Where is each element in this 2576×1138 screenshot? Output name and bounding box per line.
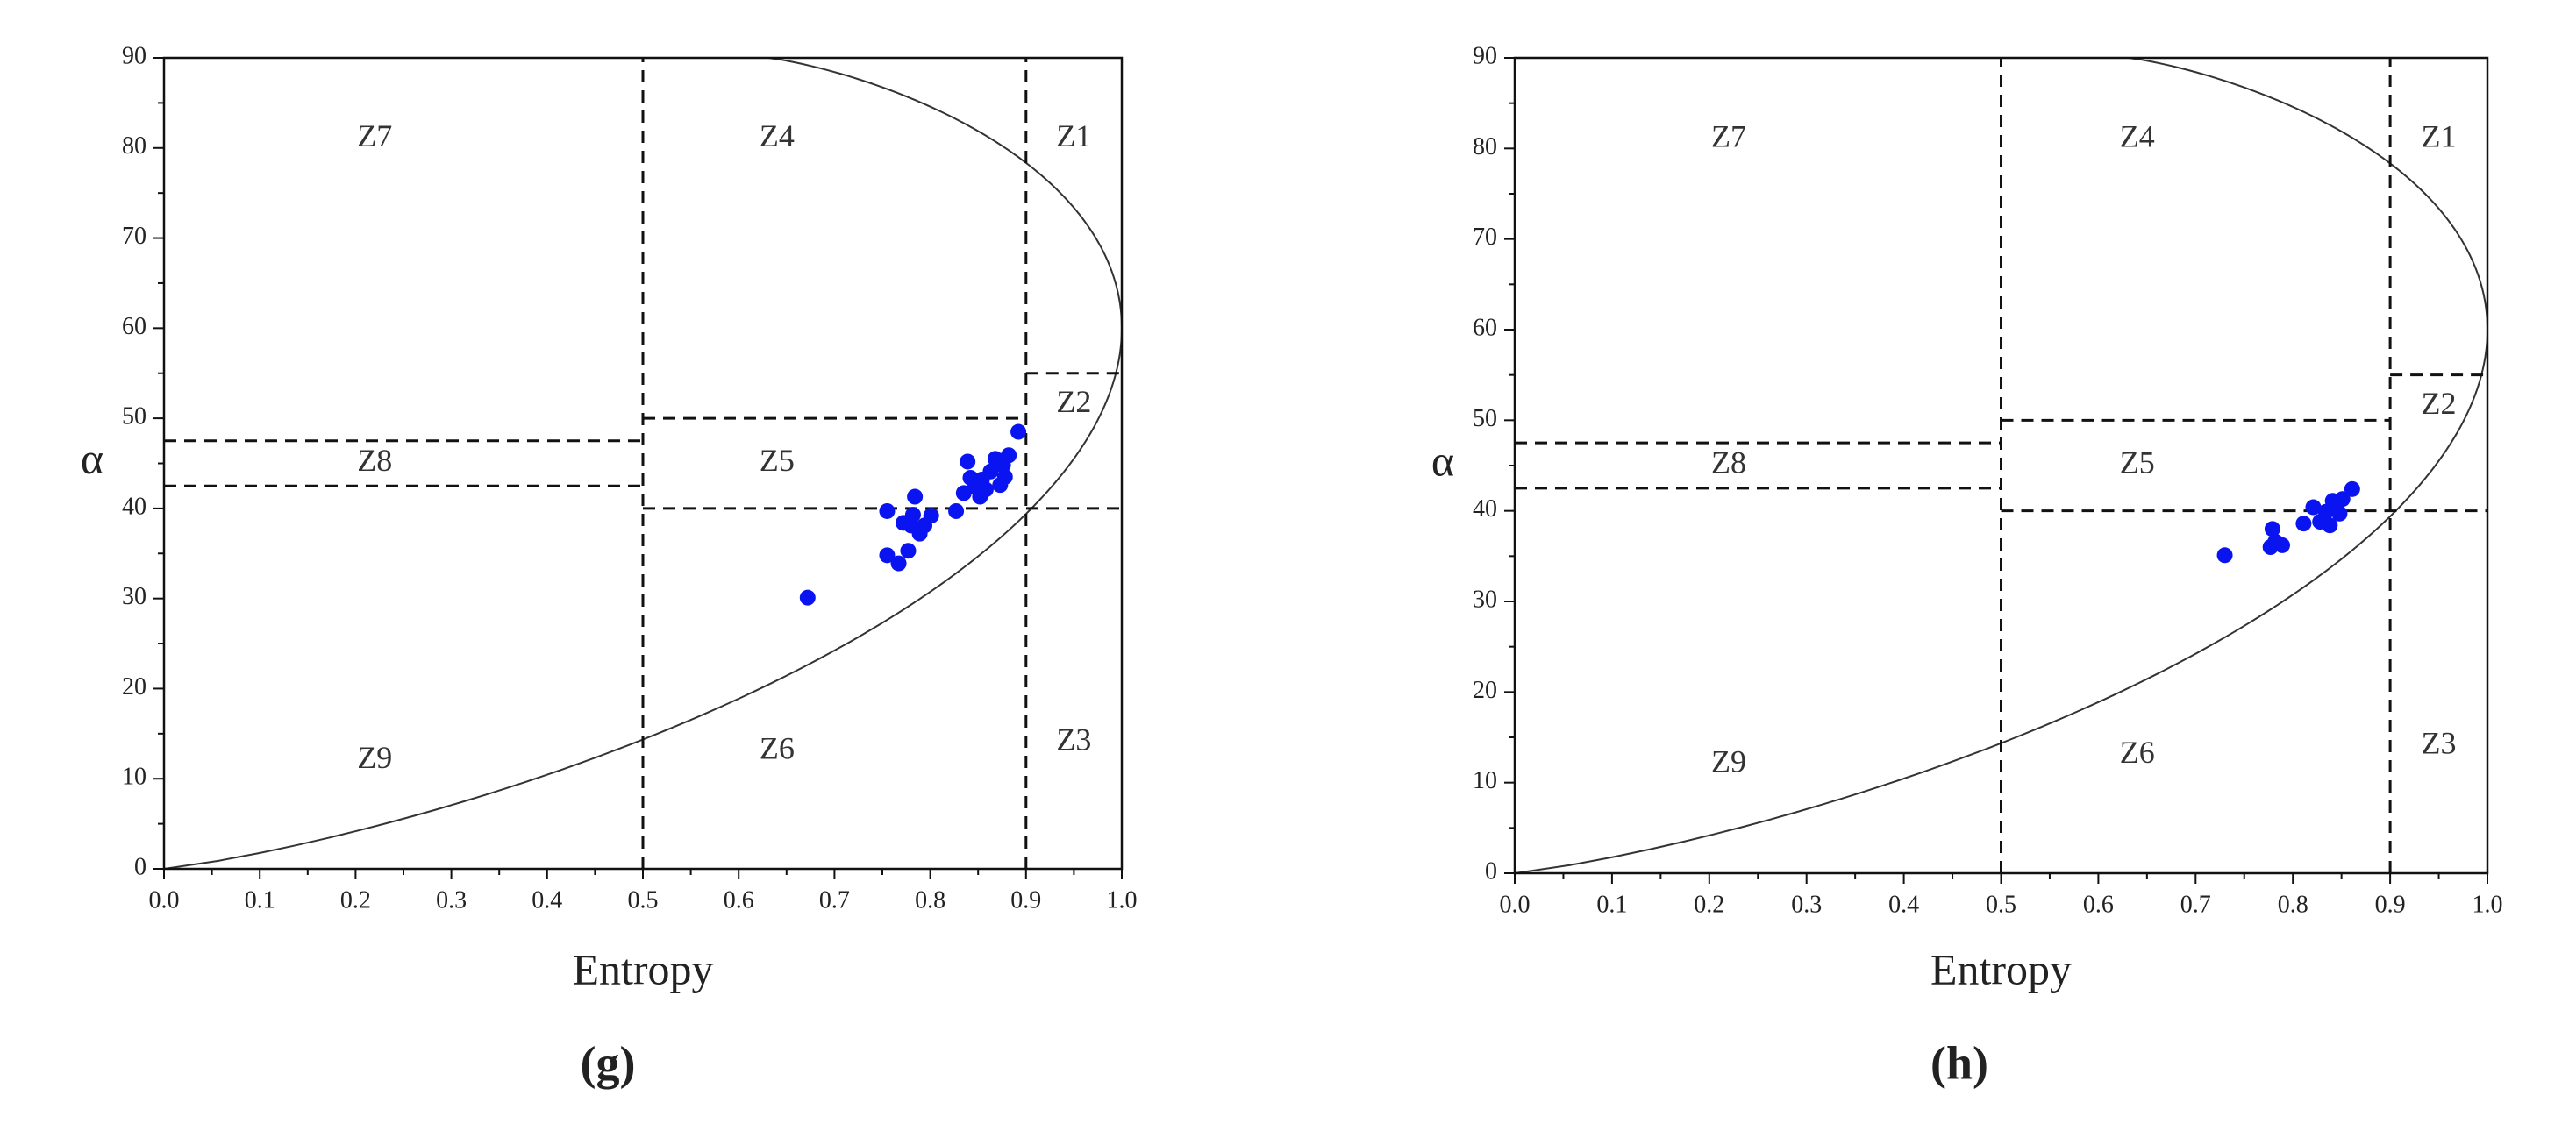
- data-point: [2322, 517, 2338, 534]
- x-tick-label: 0.0: [1500, 891, 1531, 918]
- x-tick-label: 0.3: [1791, 891, 1822, 918]
- x-tick-label: 0.0: [149, 886, 180, 914]
- x-tick-label: 0.6: [724, 886, 754, 914]
- y-tick-label: 0: [1485, 857, 1497, 885]
- data-point: [2262, 539, 2279, 555]
- x-tick-label: 0.9: [2375, 891, 2406, 918]
- x-tick-label: 0.1: [245, 886, 275, 914]
- x-tick-label: 0.1: [1596, 891, 1627, 918]
- data-point: [2334, 491, 2351, 508]
- boundary-curve: [1515, 58, 2487, 873]
- y-axis-title: α: [1431, 436, 1454, 485]
- panel-label: (g): [581, 1036, 636, 1089]
- zone-label: Z2: [2422, 386, 2457, 421]
- data-point: [977, 481, 994, 498]
- data-point: [2216, 547, 2233, 564]
- y-tick-label: 0: [134, 853, 146, 880]
- x-tick-label: 1.0: [2473, 891, 2503, 918]
- x-tick-label: 0.7: [819, 886, 850, 914]
- y-tick-label: 50: [1473, 405, 1497, 432]
- data-point: [1001, 447, 1017, 464]
- x-axis-title: Entropy: [1930, 944, 2072, 993]
- data-point: [1010, 423, 1027, 440]
- y-tick-label: 90: [122, 42, 146, 69]
- data-point: [2305, 499, 2322, 516]
- x-tick-label: 0.8: [2278, 891, 2308, 918]
- x-tick-label: 0.9: [1010, 886, 1041, 914]
- panel: 0.0 0.1 0.2 0.3 0.4 0.5 0.6 0.7 0.8 0.9 1.0 0 10 20 30…: [1431, 42, 2503, 1089]
- data-point: [2344, 480, 2360, 497]
- data-point: [955, 485, 972, 501]
- y-tick-label: 10: [1473, 767, 1497, 794]
- x-tick-label: 0.5: [628, 886, 659, 914]
- zone-label: Z7: [357, 118, 392, 153]
- data-point: [996, 468, 1013, 485]
- x-tick-label: 0.2: [340, 886, 371, 914]
- zone-label: Z2: [1056, 384, 1091, 419]
- x-tick-label: 0.6: [2083, 891, 2114, 918]
- y-tick-label: 80: [122, 132, 146, 160]
- y-tick-label: 20: [1473, 677, 1497, 704]
- boundary-curve: [164, 58, 1122, 869]
- data-point: [948, 502, 965, 519]
- data-point: [2274, 537, 2291, 553]
- x-tick-label: 0.7: [2180, 891, 2211, 918]
- zone-label: Z8: [357, 443, 392, 478]
- y-tick-label: 30: [122, 583, 146, 610]
- panel: 0.0 0.1 0.2 0.3 0.4 0.5 0.6 0.7 0.8 0.9 1.0 0 10 20 30…: [81, 42, 1138, 1089]
- data-point: [900, 543, 917, 559]
- y-tick-label: 90: [1473, 42, 1497, 69]
- zone-label: Z3: [2422, 726, 2457, 761]
- x-tick-label: 1.0: [1107, 886, 1138, 914]
- x-tick-label: 0.2: [1694, 891, 1724, 918]
- zone-label: Z4: [760, 118, 795, 153]
- zone-label: Z5: [760, 443, 795, 478]
- zone-label: Z5: [2120, 445, 2155, 480]
- y-tick-label: 40: [122, 493, 146, 520]
- x-axis-title: Entropy: [572, 944, 713, 993]
- x-tick-label: 0.4: [532, 886, 562, 914]
- y-tick-label: 70: [1473, 224, 1497, 251]
- data-point: [903, 517, 919, 534]
- y-tick-label: 60: [1473, 314, 1497, 341]
- y-tick-label: 30: [1473, 586, 1497, 613]
- zone-label: Z3: [1056, 722, 1091, 757]
- data-point: [2264, 521, 2280, 537]
- y-tick-label: 70: [122, 223, 146, 250]
- zone-label: Z4: [2120, 118, 2155, 153]
- zone-label: Z6: [760, 731, 795, 766]
- y-tick-label: 10: [122, 764, 146, 791]
- zone-label: Z1: [2422, 118, 2457, 153]
- x-tick-label: 0.5: [1986, 891, 2016, 918]
- panel-label: (h): [1930, 1036, 1988, 1089]
- data-point: [890, 555, 907, 572]
- zone-label: Z9: [357, 740, 392, 775]
- x-tick-label: 0.8: [915, 886, 945, 914]
- zone-label: Z7: [1711, 118, 1746, 153]
- data-point: [2295, 516, 2312, 532]
- data-point: [799, 589, 816, 606]
- zone-label: Z8: [1711, 445, 1746, 480]
- data-point: [923, 508, 939, 524]
- y-tick-label: 40: [1473, 495, 1497, 523]
- zone-label: Z1: [1056, 118, 1091, 153]
- data-point: [879, 502, 896, 519]
- data-point: [960, 453, 976, 470]
- y-tick-label: 20: [122, 673, 146, 701]
- y-tick-label: 60: [122, 313, 146, 340]
- y-axis-title: α: [81, 434, 103, 483]
- zone-label: Z6: [2120, 735, 2155, 770]
- x-tick-label: 0.4: [1888, 891, 1919, 918]
- x-tick-label: 0.3: [436, 886, 467, 914]
- data-point: [982, 463, 999, 480]
- data-point: [879, 547, 896, 564]
- data-point: [2331, 505, 2348, 522]
- y-tick-label: 50: [122, 403, 146, 430]
- y-tick-label: 80: [1473, 133, 1497, 160]
- data-point: [907, 488, 924, 505]
- zone-label: Z9: [1711, 743, 1746, 779]
